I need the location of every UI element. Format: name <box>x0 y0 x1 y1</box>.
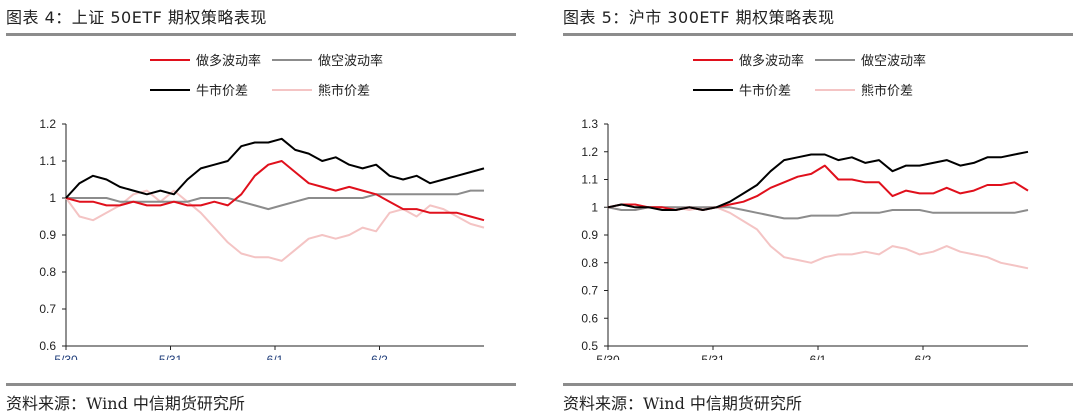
chart-title: 图表 5：沪市 300ETF 期权策略表现 <box>563 8 835 27</box>
x-tick-label: 6/1 <box>267 353 284 360</box>
y-tick-label: 1.2 <box>39 117 56 131</box>
y-tick-label: 1.1 <box>39 154 56 168</box>
series-line <box>65 160 485 222</box>
legend-label: 做多波动率 <box>196 53 261 69</box>
series-line <box>65 137 485 199</box>
series-line <box>607 150 1029 211</box>
chart-title: 图表 4：上证 50ETF 期权策略表现 <box>6 8 267 27</box>
y-tick-label: 0.8 <box>39 265 56 279</box>
source-divider <box>563 383 1073 386</box>
legend-label: 做空波动率 <box>861 53 926 69</box>
x-tick-label: 5/31 <box>159 353 183 360</box>
y-tick-label: 1.3 <box>581 117 598 131</box>
x-tick-label: 6/2 <box>371 353 388 360</box>
legend-label: 牛市价差 <box>196 83 248 99</box>
x-tick-label: 6/2 <box>915 353 932 360</box>
x-tick-label: 5/30 <box>596 353 620 360</box>
y-tick-label: 1 <box>49 191 56 205</box>
source-note: 资料来源：Wind 中信期货研究所 <box>563 394 802 413</box>
x-tick-label: 5/31 <box>701 353 725 360</box>
title-divider <box>6 33 516 36</box>
source-divider <box>6 383 516 386</box>
legend-label: 熊市价差 <box>861 83 913 99</box>
y-tick-label: 1.2 <box>581 145 598 159</box>
y-tick-label: 0.7 <box>581 284 598 298</box>
y-tick-label: 0.9 <box>581 228 598 242</box>
source-note: 资料来源：Wind 中信期货研究所 <box>6 394 245 413</box>
y-tick-label: 0.6 <box>581 311 598 325</box>
title-divider <box>563 33 1073 36</box>
y-tick-label: 0.7 <box>39 302 56 316</box>
chart-panel-50etf: 图表 4：上证 50ETF 期权策略表现 做多波动率 做空波动率牛市价差 熊市价差 1… <box>6 0 526 413</box>
legend-label: 做空波动率 <box>318 53 383 69</box>
y-tick-label: 1 <box>591 200 598 214</box>
series-line <box>607 164 1029 211</box>
legend-label: 牛市价差 <box>739 83 791 99</box>
series-line <box>607 206 1029 220</box>
legend-label: 熊市价差 <box>318 83 370 99</box>
y-tick-label: 0.5 <box>581 339 598 353</box>
x-tick-label: 5/30 <box>54 353 78 360</box>
legend-label: 做多波动率 <box>739 53 804 69</box>
y-tick-label: 0.9 <box>39 228 56 242</box>
y-tick-label: 1.1 <box>581 173 598 187</box>
x-tick-label: 6/1 <box>810 353 827 360</box>
series-line <box>66 189 484 211</box>
y-tick-label: 0.6 <box>39 339 56 353</box>
series-line <box>65 189 485 262</box>
y-tick-label: 0.8 <box>581 256 598 270</box>
chart-panel-300etf: 图表 5：沪市 300ETF 期权策略表现 做多波动率 做空波动率牛市价差 熊市价差… <box>563 0 1080 413</box>
